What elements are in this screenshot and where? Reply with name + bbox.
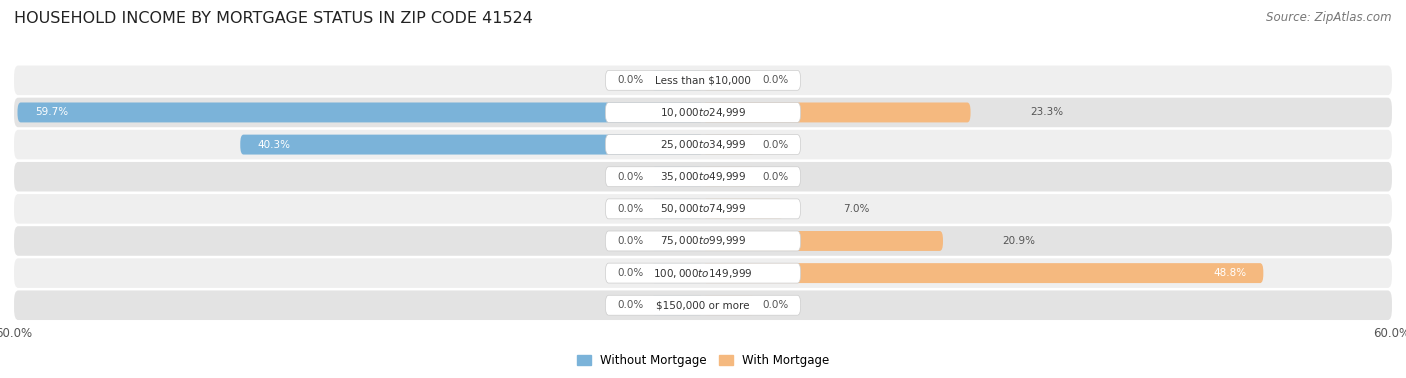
- Text: 0.0%: 0.0%: [762, 139, 789, 150]
- FancyBboxPatch shape: [14, 98, 1392, 127]
- Text: $25,000 to $34,999: $25,000 to $34,999: [659, 138, 747, 151]
- FancyBboxPatch shape: [606, 135, 800, 155]
- FancyBboxPatch shape: [651, 167, 703, 187]
- FancyBboxPatch shape: [651, 231, 703, 251]
- Text: 0.0%: 0.0%: [617, 268, 644, 278]
- Text: Source: ZipAtlas.com: Source: ZipAtlas.com: [1267, 11, 1392, 24]
- Text: 48.8%: 48.8%: [1213, 268, 1246, 278]
- FancyBboxPatch shape: [606, 70, 800, 90]
- FancyBboxPatch shape: [703, 231, 943, 251]
- FancyBboxPatch shape: [606, 167, 800, 187]
- Text: 40.3%: 40.3%: [257, 139, 291, 150]
- Text: 0.0%: 0.0%: [617, 236, 644, 246]
- FancyBboxPatch shape: [606, 102, 800, 122]
- FancyBboxPatch shape: [606, 295, 800, 315]
- FancyBboxPatch shape: [651, 295, 703, 315]
- Text: 0.0%: 0.0%: [617, 204, 644, 214]
- Text: 0.0%: 0.0%: [617, 300, 644, 310]
- FancyBboxPatch shape: [703, 199, 783, 219]
- FancyBboxPatch shape: [703, 102, 970, 122]
- Text: 7.0%: 7.0%: [844, 204, 869, 214]
- Text: HOUSEHOLD INCOME BY MORTGAGE STATUS IN ZIP CODE 41524: HOUSEHOLD INCOME BY MORTGAGE STATUS IN Z…: [14, 11, 533, 26]
- FancyBboxPatch shape: [14, 194, 1392, 224]
- Text: Less than $10,000: Less than $10,000: [655, 75, 751, 85]
- FancyBboxPatch shape: [240, 135, 703, 155]
- FancyBboxPatch shape: [651, 263, 703, 283]
- Text: 0.0%: 0.0%: [762, 172, 789, 182]
- FancyBboxPatch shape: [651, 199, 703, 219]
- FancyBboxPatch shape: [14, 290, 1392, 320]
- FancyBboxPatch shape: [14, 162, 1392, 192]
- FancyBboxPatch shape: [14, 130, 1392, 160]
- FancyBboxPatch shape: [14, 65, 1392, 95]
- Text: 23.3%: 23.3%: [1031, 107, 1063, 118]
- FancyBboxPatch shape: [703, 263, 1264, 283]
- Text: $50,000 to $74,999: $50,000 to $74,999: [659, 202, 747, 215]
- Text: 0.0%: 0.0%: [762, 75, 789, 85]
- FancyBboxPatch shape: [14, 226, 1392, 256]
- Text: $35,000 to $49,999: $35,000 to $49,999: [659, 170, 747, 183]
- Text: 59.7%: 59.7%: [35, 107, 67, 118]
- Legend: Without Mortgage, With Mortgage: Without Mortgage, With Mortgage: [572, 350, 834, 372]
- Text: $10,000 to $24,999: $10,000 to $24,999: [659, 106, 747, 119]
- FancyBboxPatch shape: [606, 231, 800, 251]
- FancyBboxPatch shape: [703, 295, 755, 315]
- Text: 0.0%: 0.0%: [762, 300, 789, 310]
- FancyBboxPatch shape: [17, 102, 703, 122]
- FancyBboxPatch shape: [703, 167, 755, 187]
- FancyBboxPatch shape: [606, 199, 800, 219]
- FancyBboxPatch shape: [14, 258, 1392, 288]
- FancyBboxPatch shape: [703, 135, 755, 155]
- Text: $75,000 to $99,999: $75,000 to $99,999: [659, 234, 747, 248]
- Text: 0.0%: 0.0%: [617, 172, 644, 182]
- FancyBboxPatch shape: [606, 263, 800, 283]
- Text: 20.9%: 20.9%: [1002, 236, 1036, 246]
- FancyBboxPatch shape: [651, 70, 703, 90]
- Text: $100,000 to $149,999: $100,000 to $149,999: [654, 266, 752, 280]
- Text: 0.0%: 0.0%: [617, 75, 644, 85]
- FancyBboxPatch shape: [703, 70, 755, 90]
- Text: $150,000 or more: $150,000 or more: [657, 300, 749, 310]
